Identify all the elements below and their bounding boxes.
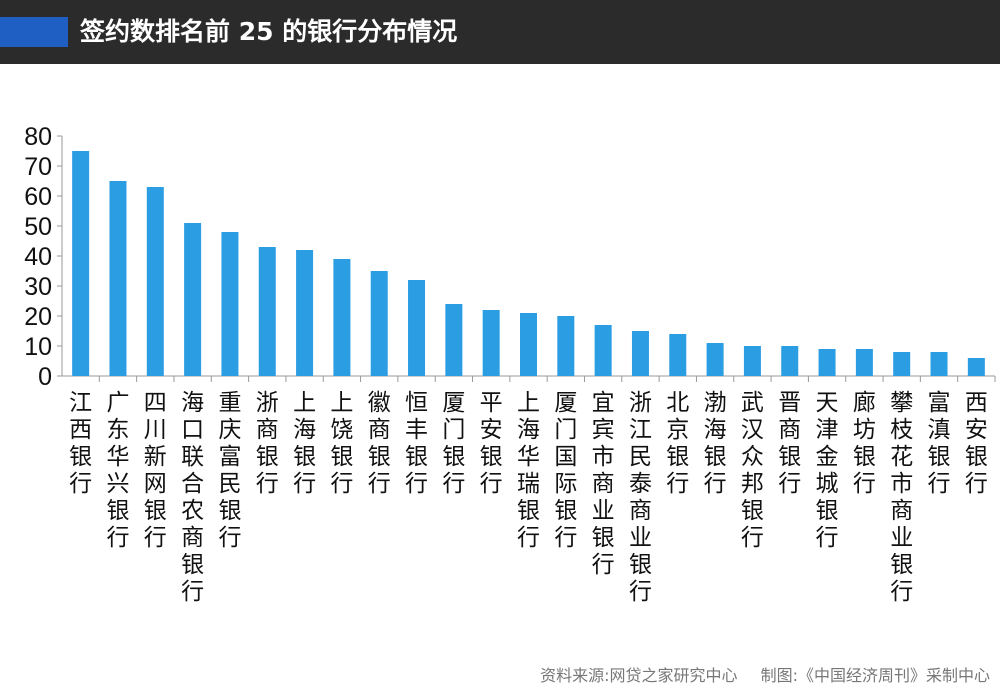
category-label: 浙江民泰商业银行 [629,390,652,605]
category-label: 厦门银行 [442,390,465,497]
bar [706,343,724,376]
category-label: 四川新网银行 [144,390,167,551]
bar [408,280,426,376]
bar [445,304,463,376]
bar [370,271,388,376]
category-label: 廊坊银行 [853,390,876,497]
category-label: 北京银行 [666,390,689,497]
y-tick-label: 50 [24,213,52,241]
bar [520,313,537,376]
bar [146,187,164,376]
bar [557,316,575,376]
category-label: 海口联合农商银行 [181,390,204,605]
bar [781,346,799,376]
bar [631,331,649,376]
category-label: 宜宾市商业银行 [592,390,615,578]
category-label: 徽商银行 [368,390,391,497]
bar [184,223,202,376]
category-label: 重庆富民银行 [218,390,241,551]
y-tick-label: 80 [24,123,52,151]
bar [333,259,351,376]
category-label: 恒丰银行 [405,390,428,497]
bar [221,232,239,376]
credit-text: 制图:《中国经济周刊》采制中心 [760,666,990,685]
header-accent-bar [0,17,68,47]
chart-header: 签约数排名前 25 的银行分布情况 [0,0,1000,64]
y-tick-label: 40 [24,243,52,271]
y-tick-label: 10 [24,333,52,361]
category-label: 晋商银行 [778,390,801,497]
bar [258,247,276,376]
bar [930,352,948,376]
bar [482,310,500,376]
y-tick-label: 0 [38,363,52,391]
chart-source: 资料来源:网贷之家研究中心 制图:《中国经济周刊》采制中心 [522,662,990,686]
category-label: 上海华瑞银行 [517,390,540,551]
bar [967,358,985,376]
category-label: 广东华兴银行 [106,390,129,551]
category-label: 西安银行 [965,390,988,497]
category-label: 上饶银行 [330,390,353,497]
bar [109,181,127,376]
category-label: 厦门国际银行 [554,390,577,551]
bar [743,346,761,376]
category-label: 浙商银行 [256,390,279,497]
y-tick-label: 20 [24,303,52,331]
bar [818,349,836,376]
category-label: 富滇银行 [928,390,951,497]
y-tick-label: 60 [24,183,52,211]
category-label: 攀枝花市商业银行 [890,390,913,605]
bar [669,334,687,376]
y-tick-label: 30 [24,273,52,301]
source-text: 资料来源:网贷之家研究中心 [540,666,738,685]
bar [855,349,873,376]
bar [296,250,314,376]
category-label: 江西银行 [69,390,92,497]
bar [893,352,911,376]
category-label: 平安银行 [480,390,503,497]
category-label: 渤海银行 [704,390,727,497]
bar [72,151,90,376]
category-label: 武汉众邦银行 [741,390,764,551]
y-tick-label: 70 [24,153,52,181]
category-label: 天津金城银行 [816,390,839,551]
bar [594,325,612,376]
category-label: 上海银行 [293,390,316,497]
chart-title: 签约数排名前 25 的银行分布情况 [80,17,458,46]
